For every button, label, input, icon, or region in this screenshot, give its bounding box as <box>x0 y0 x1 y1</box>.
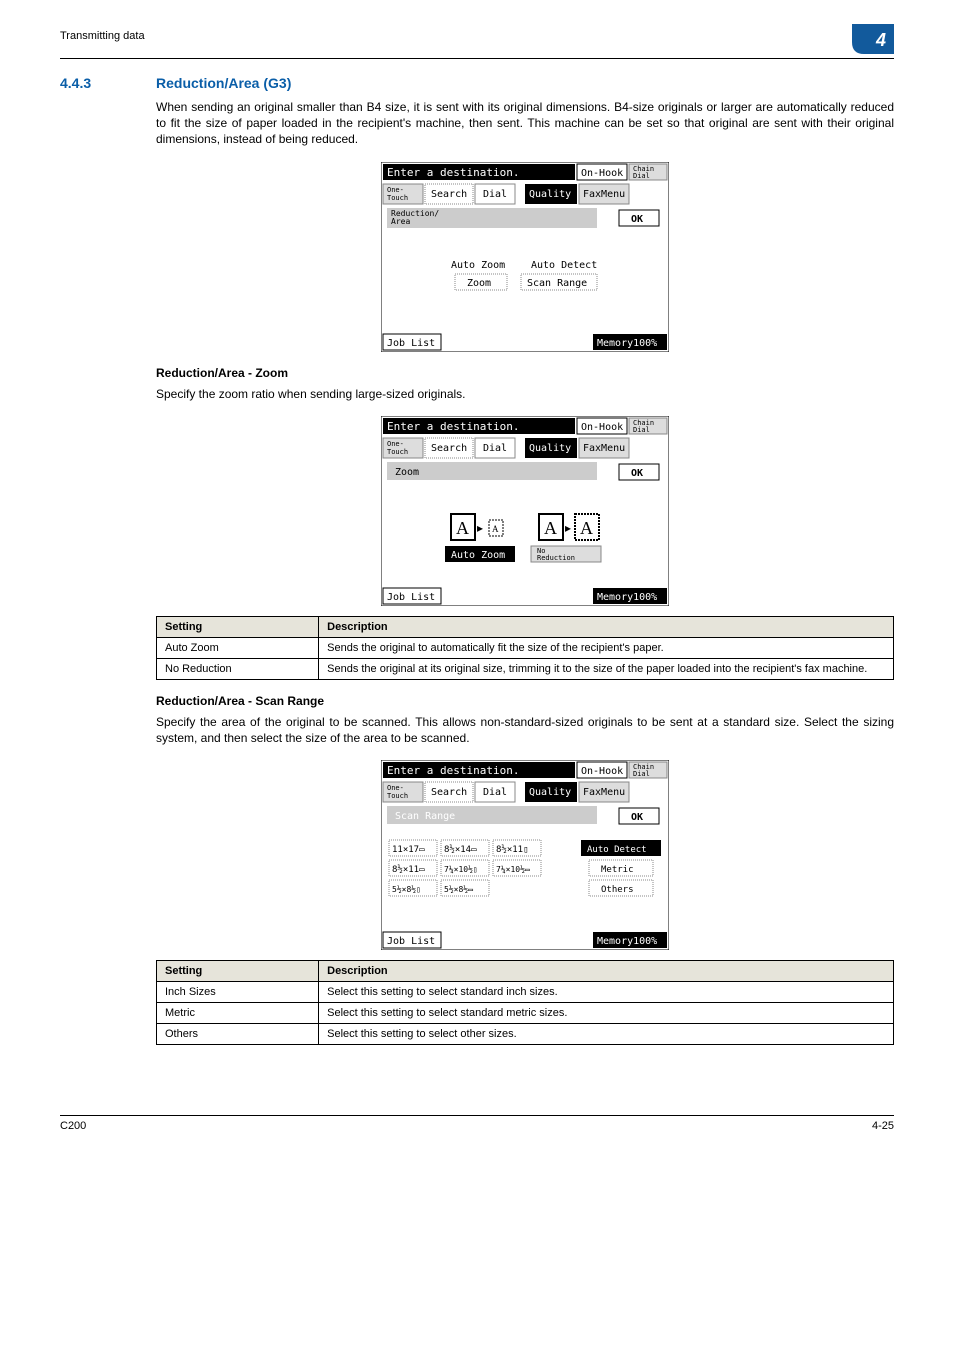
svg-text:Scan Range: Scan Range <box>527 278 587 289</box>
svg-text:A: A <box>544 518 557 538</box>
svg-text:Memory100%: Memory100% <box>597 592 657 603</box>
svg-text:Job List: Job List <box>387 592 435 603</box>
svg-text:Area: Area <box>391 217 410 226</box>
running-header: Transmitting data <box>60 24 145 42</box>
svg-text:Zoom: Zoom <box>467 278 491 289</box>
table-row: No Reduction Sends the original at its o… <box>157 658 894 679</box>
svg-text:Auto Zoom: Auto Zoom <box>451 550 505 561</box>
zoom-settings-table: Setting Description Auto Zoom Sends the … <box>156 616 894 680</box>
svg-text:Dial: Dial <box>633 426 650 434</box>
svg-text:11×17▭: 11×17▭ <box>392 845 425 855</box>
section-title: Reduction/Area (G3) <box>156 75 291 91</box>
svg-text:Dial: Dial <box>483 787 507 798</box>
footer-model: C200 <box>60 1120 86 1132</box>
svg-text:Dial: Dial <box>633 172 650 180</box>
svg-text:Metric: Metric <box>601 865 634 875</box>
svg-text:Quality: Quality <box>529 787 571 798</box>
svg-text:Touch: Touch <box>387 792 408 800</box>
svg-text:Quality: Quality <box>529 443 571 454</box>
chapter-number: 4 <box>876 30 886 51</box>
svg-text:One-: One- <box>387 784 404 792</box>
svg-text:FaxMenu: FaxMenu <box>583 189 625 200</box>
scan-range-settings-table: Setting Description Inch Sizes Select th… <box>156 960 894 1045</box>
svg-text:FaxMenu: FaxMenu <box>583 787 625 798</box>
table-header: Setting <box>157 616 319 637</box>
svg-text:Others: Others <box>601 885 634 895</box>
svg-text:7¼×10½▭: 7¼×10½▭ <box>496 864 530 874</box>
svg-text:Touch: Touch <box>387 194 408 202</box>
svg-text:8½×11▭: 8½×11▭ <box>392 864 425 875</box>
scan-range-heading: Reduction/Area - Scan Range <box>156 694 894 708</box>
svg-text:Auto Detect: Auto Detect <box>531 260 597 271</box>
svg-text:Search: Search <box>431 189 467 200</box>
table-header: Description <box>319 961 894 982</box>
svg-text:Memory100%: Memory100% <box>597 936 657 947</box>
table-header: Description <box>319 616 894 637</box>
table-row: Metric Select this setting to select sta… <box>157 1003 894 1024</box>
svg-text:Quality: Quality <box>529 189 571 200</box>
svg-text:Auto Detect: Auto Detect <box>587 845 647 855</box>
intro-paragraph: When sending an original smaller than B4… <box>156 99 894 148</box>
svg-text:▸: ▸ <box>477 521 483 535</box>
svg-text:OK: OK <box>631 468 643 479</box>
svg-text:8½×11▯: 8½×11▯ <box>496 844 529 855</box>
svg-text:Search: Search <box>431 443 467 454</box>
header-rule <box>60 58 894 59</box>
svg-text:Zoom: Zoom <box>395 467 419 478</box>
svg-text:Scan Range: Scan Range <box>395 811 455 822</box>
svg-text:Enter a destination.: Enter a destination. <box>387 166 519 179</box>
svg-text:▸: ▸ <box>565 521 571 535</box>
svg-text:One-: One- <box>387 186 404 194</box>
svg-text:Enter a destination.: Enter a destination. <box>387 420 519 433</box>
svg-text:8½×14▭: 8½×14▭ <box>444 844 477 855</box>
table-row: Inch Sizes Select this setting to select… <box>157 982 894 1003</box>
table-header: Setting <box>157 961 319 982</box>
svg-text:Dial: Dial <box>483 443 507 454</box>
footer-page-number: 4-25 <box>872 1120 894 1132</box>
svg-text:5½×8½▯: 5½×8½▯ <box>392 884 421 894</box>
svg-text:A: A <box>492 524 499 534</box>
svg-text:Job List: Job List <box>387 338 435 349</box>
svg-text:Reduction: Reduction <box>537 554 575 562</box>
svg-text:Dial: Dial <box>483 189 507 200</box>
section-number: 4.4.3 <box>60 75 156 91</box>
svg-text:One-: One- <box>387 440 404 448</box>
svg-text:7¼×10½▯: 7¼×10½▯ <box>444 864 478 874</box>
svg-text:On-Hook: On-Hook <box>581 766 623 777</box>
svg-text:Enter a destination.: Enter a destination. <box>387 764 519 777</box>
svg-text:On-Hook: On-Hook <box>581 168 623 179</box>
svg-text:Touch: Touch <box>387 448 408 456</box>
table-row: Auto Zoom Sends the original to automati… <box>157 637 894 658</box>
svg-text:5½×8½▭: 5½×8½▭ <box>444 884 473 894</box>
svg-text:Search: Search <box>431 787 467 798</box>
svg-text:Dial: Dial <box>633 770 650 778</box>
svg-text:A: A <box>580 518 593 538</box>
svg-text:OK: OK <box>631 214 643 225</box>
svg-text:On-Hook: On-Hook <box>581 422 623 433</box>
table-row: Others Select this setting to select oth… <box>157 1024 894 1045</box>
lcd-screenshot-reduction-area: Enter a destination. On-Hook Chain Dial … <box>381 162 669 352</box>
lcd-screenshot-zoom: Enter a destination. On-Hook Chain Dial … <box>381 416 669 606</box>
svg-text:OK: OK <box>631 812 643 823</box>
svg-text:Auto Zoom: Auto Zoom <box>451 260 505 271</box>
scan-range-paragraph: Specify the area of the original to be s… <box>156 714 894 746</box>
svg-text:Job List: Job List <box>387 936 435 947</box>
chapter-tab: 4 <box>852 24 894 54</box>
zoom-heading: Reduction/Area - Zoom <box>156 366 894 380</box>
lcd-screenshot-scan-range: Enter a destination. On-Hook Chain Dial … <box>381 760 669 950</box>
svg-text:FaxMenu: FaxMenu <box>583 443 625 454</box>
svg-text:Memory100%: Memory100% <box>597 338 657 349</box>
zoom-paragraph: Specify the zoom ratio when sending larg… <box>156 386 894 402</box>
svg-text:A: A <box>456 518 469 538</box>
